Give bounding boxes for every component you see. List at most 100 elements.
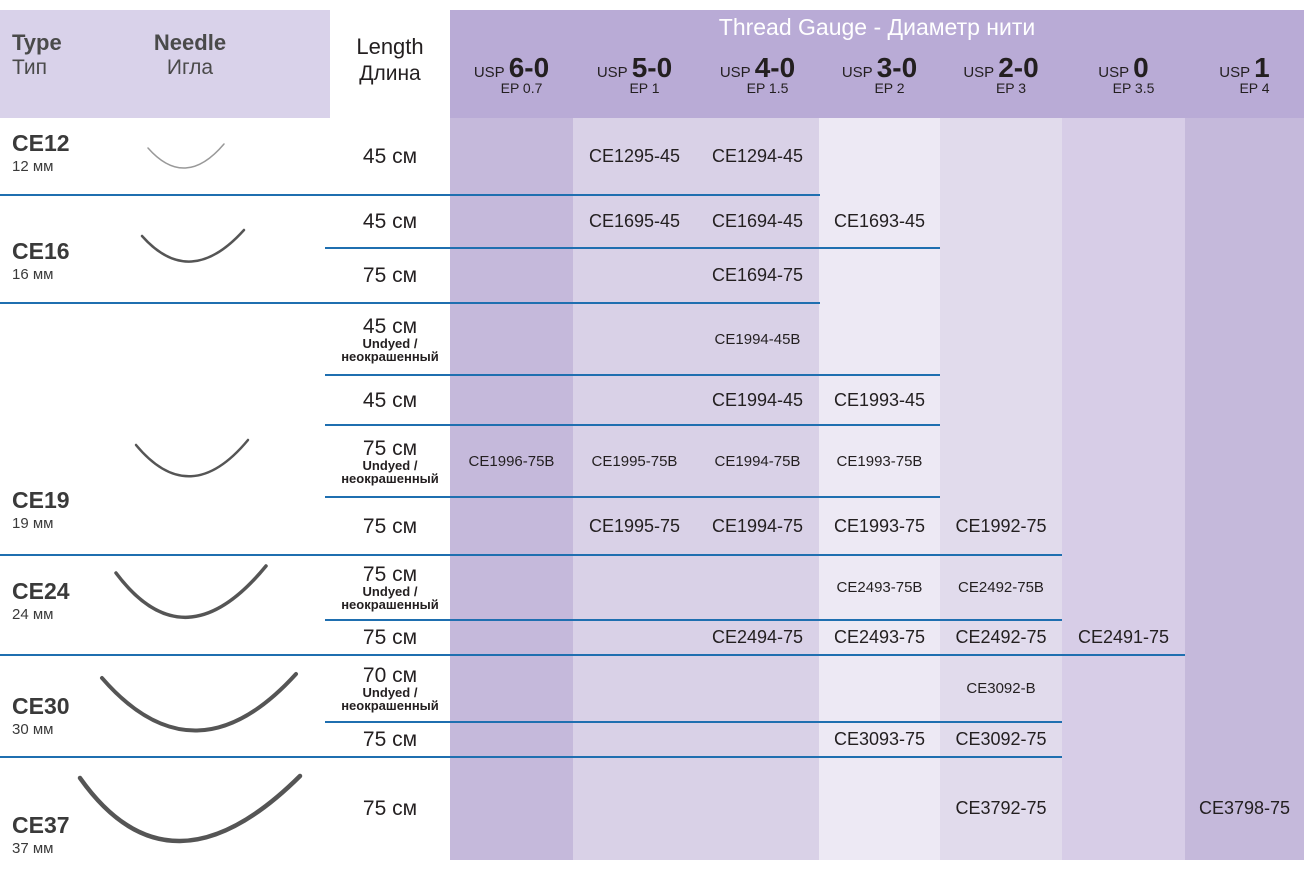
product-code: CE2493-75B: [836, 579, 923, 596]
length-cell: 75 см Undyed / неокрашенный: [330, 555, 450, 620]
needle-ce12: [147, 143, 225, 169]
length-value: 75 см: [362, 626, 418, 649]
length-value: 75 см: [362, 797, 418, 820]
type-header: Type: [12, 30, 62, 55]
length-note: неокрашенный: [341, 597, 439, 612]
usp-size: 1: [1254, 52, 1270, 83]
ep-label: EP 3: [995, 80, 1027, 96]
length-note: Undyed /: [362, 457, 418, 473]
needle-ce16: [140, 228, 246, 263]
ep-label: EP 1.5: [746, 80, 789, 96]
ep-label: EP 0.7: [500, 80, 543, 96]
gauge-header-bg: [450, 10, 1304, 118]
row-divider: [325, 374, 940, 376]
row-divider: [0, 194, 820, 196]
group-size: 30 мм: [12, 721, 54, 738]
gauge-header: USP 3-0 EP 2: [819, 52, 940, 112]
gauge-size-line: USP 0: [1062, 52, 1185, 84]
product-code: CE3792-75: [955, 798, 1047, 818]
length-value: 75 см: [362, 728, 418, 751]
gauge-size-line: USP 6-0: [450, 52, 573, 84]
product-code: CE2492-75B: [958, 579, 1044, 596]
group-code: CE30: [12, 693, 70, 719]
row-divider: [325, 247, 940, 249]
group-size: 24 мм: [12, 606, 54, 623]
needle-ce19: [134, 438, 250, 478]
gauge-size-line: USP 5-0: [573, 52, 696, 84]
needle-header: Needle: [153, 30, 227, 55]
gauge-header: USP 5-0 EP 1: [573, 52, 696, 112]
row-divider: [325, 496, 940, 498]
gauge-size-line: USP 3-0: [819, 52, 940, 84]
length-cell: 45 см: [330, 195, 450, 248]
length-cell: 45 см: [330, 375, 450, 425]
product-code: CE1995-75B: [591, 452, 678, 470]
gauge-size-line: USP 4-0: [696, 52, 819, 84]
product-code: CE1994-45B: [714, 330, 801, 348]
product-code: CE1994-75: [711, 515, 804, 536]
product-code: CE1695-45: [588, 211, 681, 231]
group-code: CE24: [12, 578, 70, 604]
length-value: 70 см: [362, 664, 418, 687]
ep-label: EP 4: [1239, 80, 1270, 96]
length-cell: 75 см: [330, 722, 450, 757]
usp-size: 5-0: [631, 52, 673, 83]
length-note: Undyed /: [362, 685, 418, 700]
length-header-ru: Длина: [359, 62, 421, 85]
length-value: 75 см: [362, 563, 418, 586]
product-code: CE1992-75: [955, 515, 1047, 536]
product-code: CE1993-75B: [836, 452, 923, 470]
gauge-header: USP 0 EP 3.5: [1062, 52, 1185, 112]
length-value: 75 см: [362, 514, 418, 538]
row-divider: [0, 654, 1185, 656]
group-size: 16 мм: [12, 266, 54, 283]
product-code: CE1995-75: [588, 515, 681, 536]
ep-label: EP 2: [874, 80, 905, 96]
row-divider: [325, 424, 940, 426]
length-value: 45 см: [362, 314, 418, 338]
gauge-column-bg: [940, 118, 1062, 860]
length-value: 45 см: [362, 145, 418, 168]
length-cell: 75 см: [330, 497, 450, 555]
length-value: 45 см: [362, 210, 418, 233]
needle-icons: [77, 143, 303, 844]
ep-label: EP 3.5: [1112, 80, 1155, 96]
product-code: CE2492-75: [955, 627, 1047, 647]
product-code: CE1996-75B: [468, 452, 555, 470]
needle-header-ru: Игла: [166, 56, 214, 79]
gauge-header: USP 2-0 EP 3: [940, 52, 1062, 112]
group-code: CE19: [12, 487, 70, 513]
product-code: CE1694-75: [711, 265, 804, 285]
length-note: Undyed /: [362, 335, 418, 351]
product-code: CE3092-75: [955, 729, 1047, 749]
group-size: 12 мм: [12, 158, 54, 175]
needle-ce37: [77, 773, 303, 844]
row-divider: [0, 756, 1062, 758]
row-divider: [0, 302, 820, 304]
product-code: CE3093-75: [833, 729, 926, 749]
group-size: 19 мм: [12, 515, 54, 532]
length-cell: 45 см Undyed / неокрашенный: [330, 303, 450, 375]
product-code: CE3798-75: [1198, 798, 1291, 818]
length-note: неокрашенный: [341, 470, 439, 486]
gauge-column-bg: [1185, 118, 1304, 860]
product-code: CE1295-45: [588, 146, 681, 166]
length-note: неокрашенный: [341, 348, 439, 364]
gauge-size-line: USP 1: [1185, 52, 1304, 84]
length-value: 75 см: [362, 264, 418, 287]
gauge-header: USP 1 EP 4: [1185, 52, 1304, 112]
gauge-column-bg: [1062, 118, 1185, 860]
gauge-column-bg: [450, 118, 573, 860]
length-cell: 75 см: [330, 248, 450, 303]
usp-label: USP: [473, 64, 505, 81]
product-code: CE1294-45: [711, 146, 804, 166]
gauge-size-line: USP 2-0: [940, 52, 1062, 84]
ep-label: EP 1: [629, 80, 660, 96]
length-header: Length: [356, 34, 424, 59]
left-header-bg: [0, 10, 330, 118]
length-value: 45 см: [362, 388, 418, 412]
usp-size: 4-0: [754, 52, 796, 83]
group-size: 37 мм: [12, 840, 54, 857]
usp-label: USP: [841, 64, 873, 81]
needle-ce24: [114, 564, 268, 620]
